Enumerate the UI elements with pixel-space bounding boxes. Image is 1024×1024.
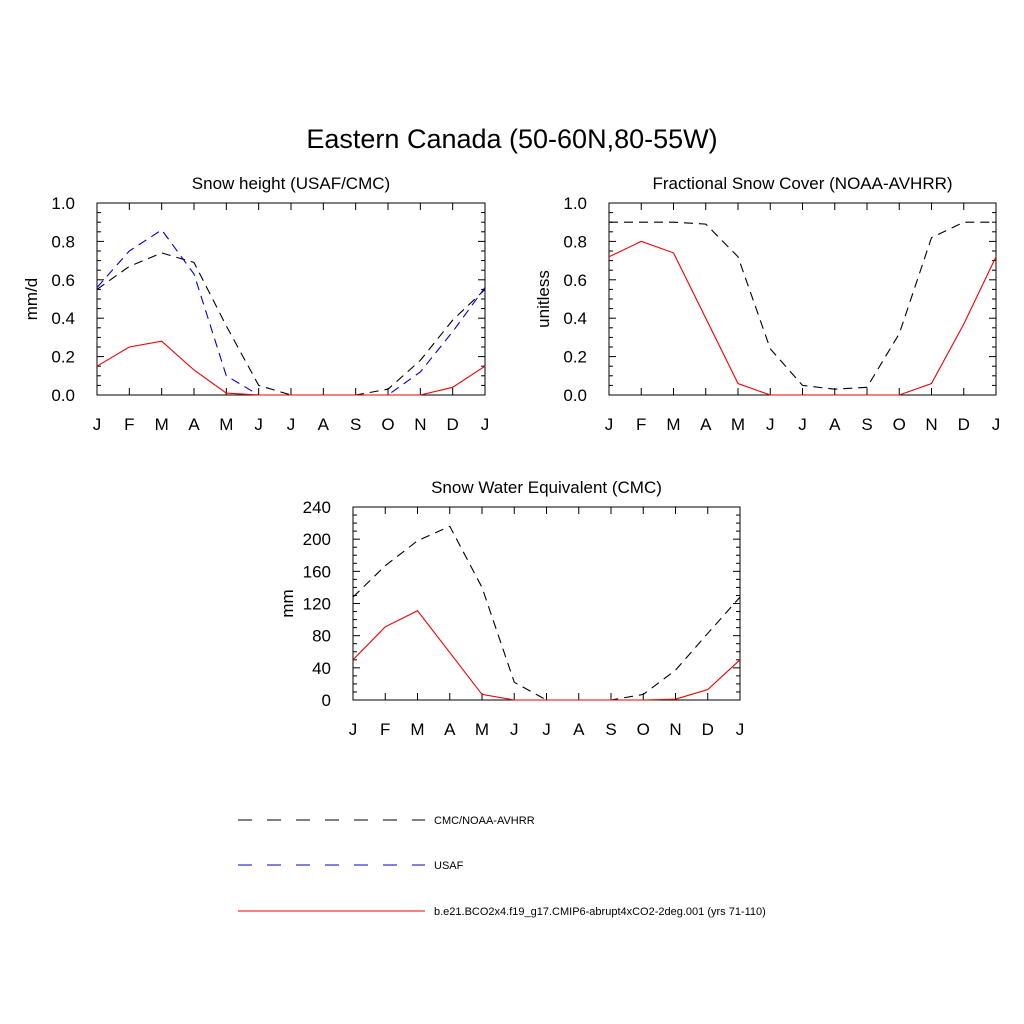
fractional-snow-cover-xtick-label: S: [861, 415, 872, 434]
fractional-snow-cover-xtick-label: M: [731, 415, 745, 434]
snow-height-ytick-label: 0.8: [51, 232, 75, 251]
fractional-snow-cover-xtick-label: N: [925, 415, 937, 434]
snow-height-title: Snow height (USAF/CMC): [192, 174, 390, 193]
figure-title: Eastern Canada (50-60N,80-55W): [306, 124, 717, 154]
snow-height-ytick-label: 0.0: [51, 386, 75, 405]
fractional-snow-cover-panel: Fractional Snow Cover (NOAA-AVHRR) unitle…: [534, 174, 1000, 434]
snow-height-ytick-label: 0.2: [51, 348, 75, 367]
snow-water-equivalent-ytick-label: 200: [303, 530, 331, 549]
fractional-snow-cover-series-1-line: [608, 240, 997, 396]
snow-water-equivalent-xtick-label: F: [380, 720, 390, 739]
legend-label-model: b.e21.BCO2x4.f19_g17.CMIP6-abrupt4xCO2-2…: [434, 906, 766, 918]
snow-water-equivalent-title: Snow Water Equivalent (CMC): [431, 478, 662, 497]
snow-water-equivalent-ytick-label: 120: [303, 595, 331, 614]
snow-height-xtick-label: A: [188, 415, 200, 434]
snow-height-xtick-label: J: [93, 415, 102, 434]
snow-height-xtick-label: D: [447, 415, 459, 434]
snow-height-series-0-line: [96, 252, 486, 396]
snow-height-xtick-label: M: [155, 415, 169, 434]
fractional-snow-cover-ylabel: unitless: [534, 270, 553, 328]
fractional-snow-cover-xtick-label: A: [829, 415, 841, 434]
fractional-snow-cover-xtick-label: J: [605, 415, 614, 434]
snow-water-equivalent-xtick-label: M: [475, 720, 489, 739]
fractional-snow-cover-title: Fractional Snow Cover (NOAA-AVHRR): [652, 174, 952, 193]
snow-height-ytick-label: 1.0: [51, 194, 75, 213]
snow-height-series-1-line: [96, 229, 486, 396]
snow-water-equivalent-xtick-label: J: [349, 720, 358, 739]
fractional-snow-cover-frame: [608, 202, 997, 396]
snow-water-equivalent-ylabel: mm: [278, 589, 297, 617]
snow-water-equivalent-xtick-label: O: [637, 720, 650, 739]
fractional-snow-cover-ytick-label: 0.8: [563, 232, 587, 251]
snow-water-equivalent-xtick-label: D: [702, 720, 714, 739]
snow-height-xtick-label: J: [481, 415, 490, 434]
snow-height-panel: Snow height (USAF/CMC) mm/d 0.0 0.2 0.4 0.6 0.…: [22, 174, 489, 434]
snow-height-xtick-label: S: [350, 415, 361, 434]
snow-water-equivalent-xtick-label: J: [510, 720, 519, 739]
fractional-snow-cover-xtick-label: J: [766, 415, 775, 434]
snow-height-xtick-label: N: [414, 415, 426, 434]
snow-water-equivalent-series-0-line: [352, 525, 741, 701]
fractional-snow-cover-xtick-label: A: [700, 415, 712, 434]
fractional-snow-cover-series-0-line: [609, 221, 996, 390]
fractional-snow-cover-xtick-label: D: [958, 415, 970, 434]
snow-water-equivalent-xtick-label: A: [573, 720, 585, 739]
snow-water-equivalent-series-1-line: [352, 610, 741, 701]
snow-water-equivalent-xtick-label: A: [444, 720, 456, 739]
legend-label-cmc: CMC/NOAA-AVHRR: [434, 815, 535, 827]
snow-water-equivalent-panel: Snow Water Equivalent (CMC) mm 0 40 80 120 160…: [278, 478, 744, 739]
snow-water-equivalent-xtick-label: M: [410, 720, 424, 739]
fractional-snow-cover-xtick-label: J: [992, 415, 1001, 434]
fractional-snow-cover-xtick-label: M: [666, 415, 680, 434]
snow-water-equivalent-ytick-label: 240: [303, 498, 331, 517]
fractional-snow-cover-ytick-label: 0.6: [563, 271, 587, 290]
snow-water-equivalent-ytick-label: 80: [312, 627, 331, 646]
fractional-snow-cover-ytick-label: 0.0: [563, 386, 587, 405]
snow-height-xtick-label: J: [254, 415, 263, 434]
snow-water-equivalent-xtick-label: S: [605, 720, 616, 739]
fractional-snow-cover-ytick-label: 0.2: [563, 348, 587, 367]
fractional-snow-cover-ytick-label: 0.4: [563, 309, 587, 328]
fractional-snow-cover-xtick-label: F: [636, 415, 646, 434]
snow-water-equivalent-ytick-label: 160: [303, 562, 331, 581]
legend-label-usaf: USAF: [434, 860, 464, 872]
snow-height-xtick-label: O: [381, 415, 394, 434]
snow-height-xtick-label: A: [318, 415, 330, 434]
snow-height-series-2-line: [96, 340, 486, 396]
snow-height-ylabel: mm/d: [22, 278, 41, 321]
fractional-snow-cover-ytick-label: 1.0: [563, 194, 587, 213]
snow-height-xtick-label: M: [219, 415, 233, 434]
snow-height-xtick-label: F: [124, 415, 134, 434]
snow-height-ytick-label: 0.4: [51, 309, 75, 328]
snow-height-ytick-label: 0.6: [51, 271, 75, 290]
snow-water-equivalent-xtick-label: N: [669, 720, 681, 739]
snow-water-equivalent-ytick-label: 40: [312, 659, 331, 678]
fractional-snow-cover-xtick-label: J: [798, 415, 807, 434]
snow-water-equivalent-xtick-label: J: [542, 720, 551, 739]
snow-height-frame: [96, 202, 486, 396]
snow-water-equivalent-ytick-label: 0: [322, 691, 331, 710]
snow-water-equivalent-xtick-label: J: [736, 720, 745, 739]
snow-height-xtick-label: J: [287, 415, 296, 434]
snow-water-equivalent-frame: [352, 506, 741, 701]
fractional-snow-cover-xtick-label: O: [893, 415, 906, 434]
legend: CMC/NOAA-AVHRR USAF b.e21.BCO2x4.f19_g17…: [238, 815, 766, 918]
